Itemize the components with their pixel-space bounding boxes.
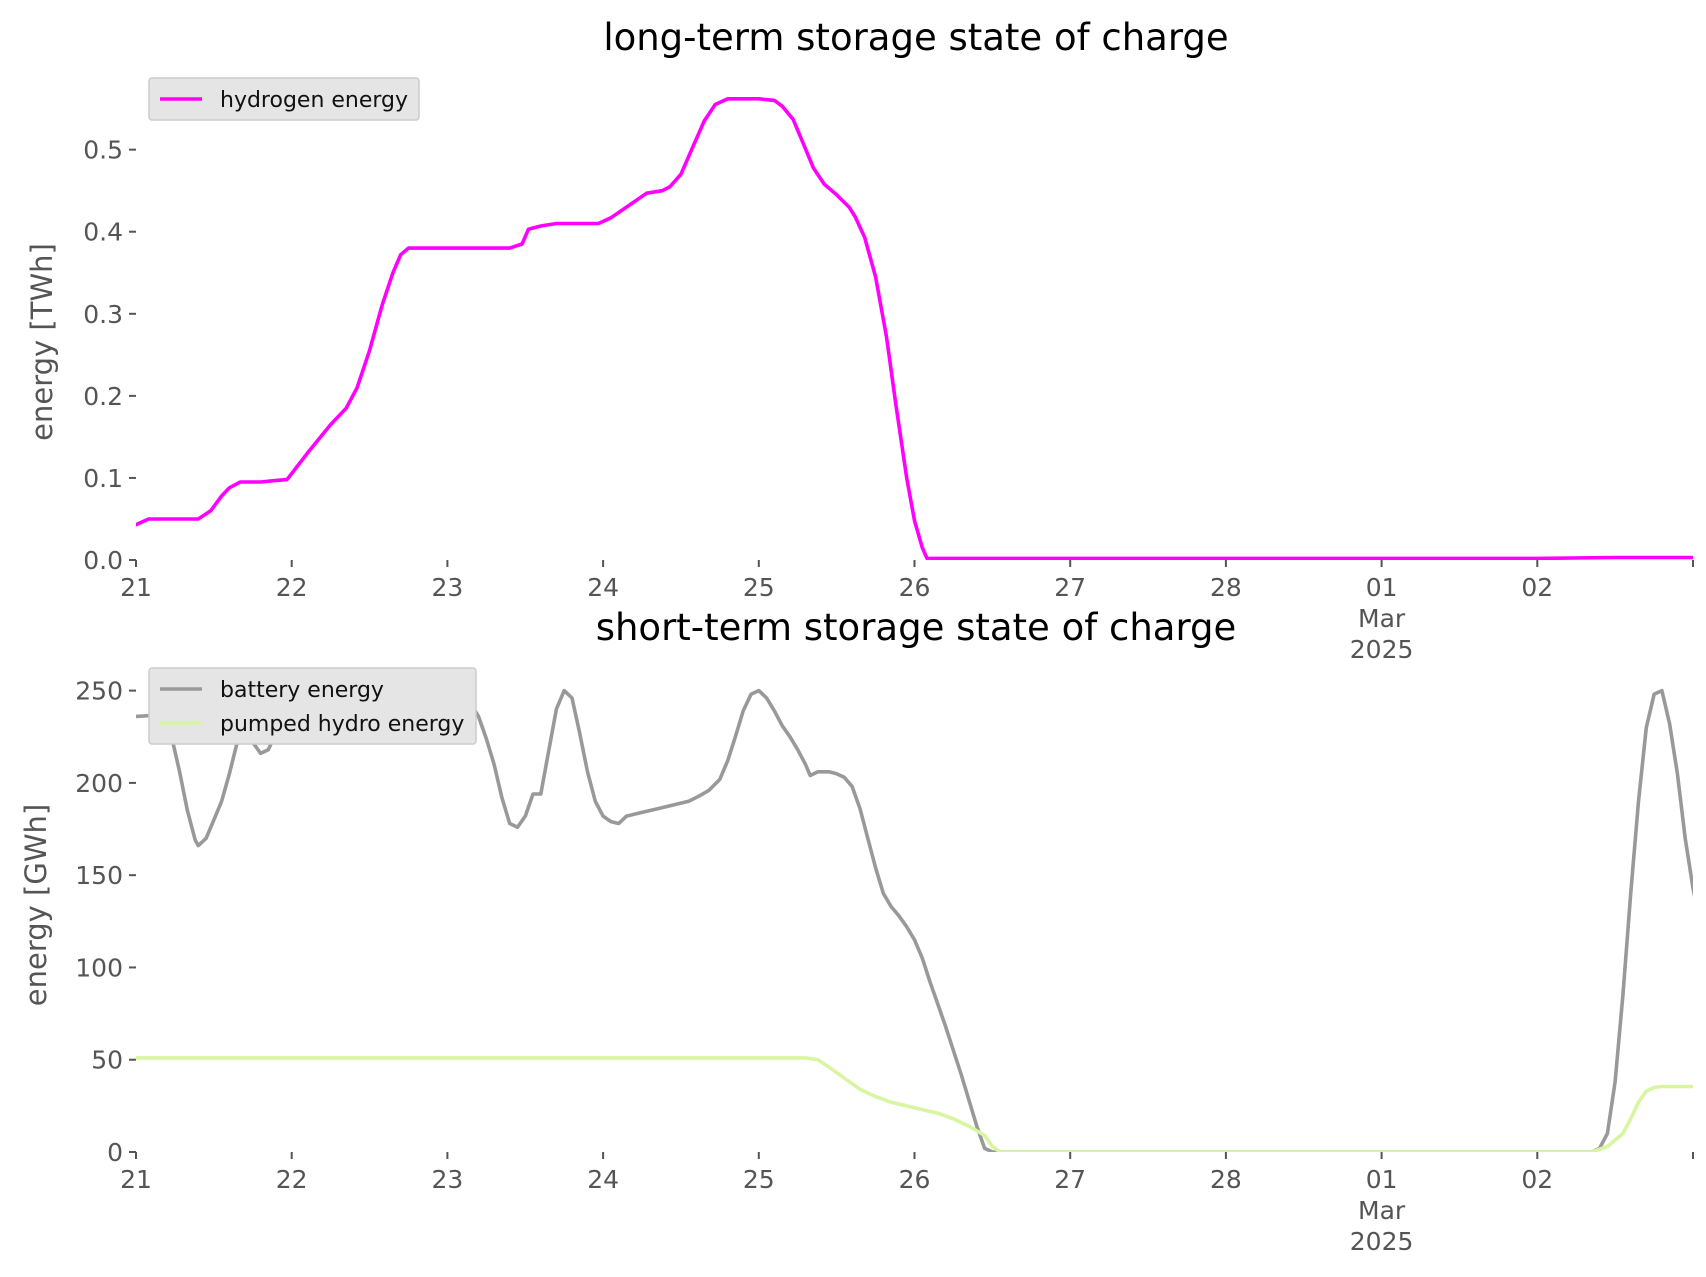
x-tick-label: 24 (587, 573, 619, 602)
y-tick-label: 0.1 (83, 464, 123, 493)
short-term-chart: short-term storage state of charge energ… (19, 606, 1694, 1256)
long-term-chart: long-term storage state of charge energy… (25, 16, 1694, 664)
y-tick-label: 0.3 (83, 300, 123, 329)
x-tick-label: 24 (587, 1165, 619, 1194)
x-tick-label: 01 (1366, 573, 1398, 602)
x-tick-label: 28 (1210, 573, 1242, 602)
legend: hydrogen energy (148, 77, 420, 121)
x-tick-label: 01 (1366, 1165, 1398, 1194)
y-tick-label: 0.5 (83, 136, 123, 165)
x-tick-label: 27 (1054, 573, 1086, 602)
y-axis-label: energy [GWh] (19, 804, 53, 1006)
x-tick-label: 2025 (1350, 635, 1414, 664)
legend-box (148, 667, 477, 745)
x-tick-label: 27 (1054, 1165, 1086, 1194)
legend: battery energy pumped hydro energy (148, 667, 477, 745)
x-tick-label: 23 (431, 1165, 463, 1194)
x-tick-label: 28 (1210, 1165, 1242, 1194)
y-tick-label: 0.4 (83, 218, 123, 247)
x-tick-label: Mar (1358, 604, 1406, 633)
series-line-hydrogen-energy (136, 97, 1693, 560)
x-tick-label: 02 (1521, 573, 1553, 602)
y-tick-label: 50 (91, 1046, 123, 1075)
plot-area (136, 688, 1693, 1152)
legend-label-hydrogen: hydrogen energy (220, 88, 408, 113)
x-tick-label: 25 (743, 573, 775, 602)
y-axis-label: energy [TWh] (25, 243, 59, 441)
x-tick-label: 22 (276, 1165, 308, 1194)
plot-area (136, 97, 1693, 560)
x-tick-label: 22 (276, 573, 308, 602)
series-line-battery-energy (136, 688, 1693, 1152)
chart-title: long-term storage state of charge (603, 16, 1228, 59)
legend-box (148, 77, 420, 121)
y-tick-label: 150 (75, 861, 123, 890)
y-tick-label: 100 (75, 953, 123, 982)
series-line-pumped-hydro-energy (136, 1056, 1693, 1152)
legend-label-battery: battery energy (220, 678, 384, 703)
y-tick-label: 0.0 (83, 546, 123, 575)
x-tick-label: Mar (1358, 1196, 1406, 1225)
x-tick-label: 21 (120, 573, 152, 602)
x-tick-label: 23 (431, 573, 463, 602)
chart-title: short-term storage state of charge (596, 606, 1237, 649)
x-tick-label: 26 (899, 573, 931, 602)
x-tick-label: 25 (743, 1165, 775, 1194)
x-tick-label: 02 (1521, 1165, 1553, 1194)
y-tick-label: 0 (107, 1138, 123, 1167)
x-tick-label: 26 (899, 1165, 931, 1194)
y-axis: 0 50 100 150 200 250 (75, 677, 136, 1167)
x-tick-label: 21 (120, 1165, 152, 1194)
legend-label-pumped-hydro: pumped hydro energy (220, 712, 464, 737)
y-axis: 0.0 0.1 0.2 0.3 0.4 0.5 (83, 136, 136, 575)
x-tick-label: 2025 (1350, 1227, 1414, 1256)
y-tick-label: 0.2 (83, 382, 123, 411)
y-tick-label: 250 (75, 677, 123, 706)
y-tick-label: 200 (75, 769, 123, 798)
